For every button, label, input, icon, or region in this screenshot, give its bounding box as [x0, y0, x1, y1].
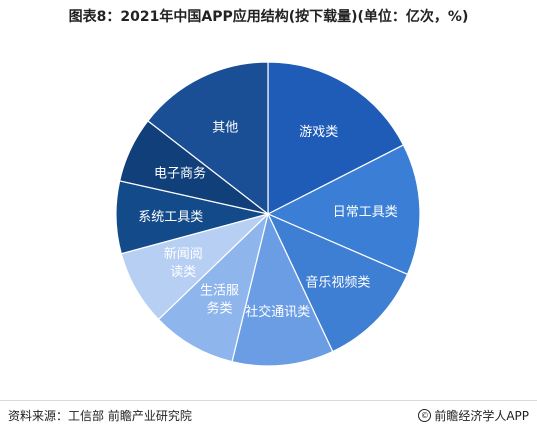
pie-slice: [157, 212, 270, 363]
slice-label-line: 生活服: [200, 283, 239, 298]
pie-slice: [147, 61, 269, 216]
slice-label: 生活服务类: [200, 283, 239, 316]
slice-label: 游戏类: [299, 125, 338, 140]
copyright-text: 前瞻经济学人APP: [434, 409, 529, 423]
source-text: 资料来源：工信部 前瞻产业研究院: [8, 409, 192, 423]
slice-label-line: 读类: [170, 265, 196, 280]
slice-label: 系统工具类: [138, 210, 203, 225]
slice-label-line: 新闻阅: [164, 246, 203, 262]
slice-label: 电子商务: [154, 166, 206, 182]
slice-label: 其他: [212, 121, 238, 136]
slice-label-line: 电子商务: [154, 166, 206, 182]
copyright-icon: ©: [418, 409, 432, 422]
slice-label: 日常工具类: [333, 205, 398, 220]
slice-label-line: 系统工具类: [138, 210, 203, 225]
slice-label-line: 日常工具类: [333, 205, 398, 220]
slice-label-line: 社交通讯类: [245, 304, 310, 320]
slice-label-line: 游戏类: [299, 125, 338, 140]
pie-slices: [115, 61, 421, 367]
pie-slice: [267, 61, 405, 215]
slice-label: 社交通讯类: [245, 304, 310, 320]
pie-slice: [231, 212, 334, 367]
pie-slice: [266, 144, 421, 276]
slice-label-line: 其他: [212, 121, 238, 136]
slice-label-line: 音乐视频类: [305, 275, 370, 291]
copyright: © 前瞻经济学人APP: [418, 407, 529, 424]
slice-label-line: 务类: [206, 300, 232, 316]
slice-label: 音乐视频类: [305, 275, 370, 291]
pie-slice: [266, 212, 409, 353]
slice-label: 新闻阅读类: [164, 246, 203, 280]
footer: 资料来源：工信部 前瞻产业研究院 © 前瞻经济学人APP: [0, 400, 537, 433]
chart-title: 图表8：2021年中国APP应用结构(按下载量)(单位：亿次，%): [68, 9, 469, 25]
